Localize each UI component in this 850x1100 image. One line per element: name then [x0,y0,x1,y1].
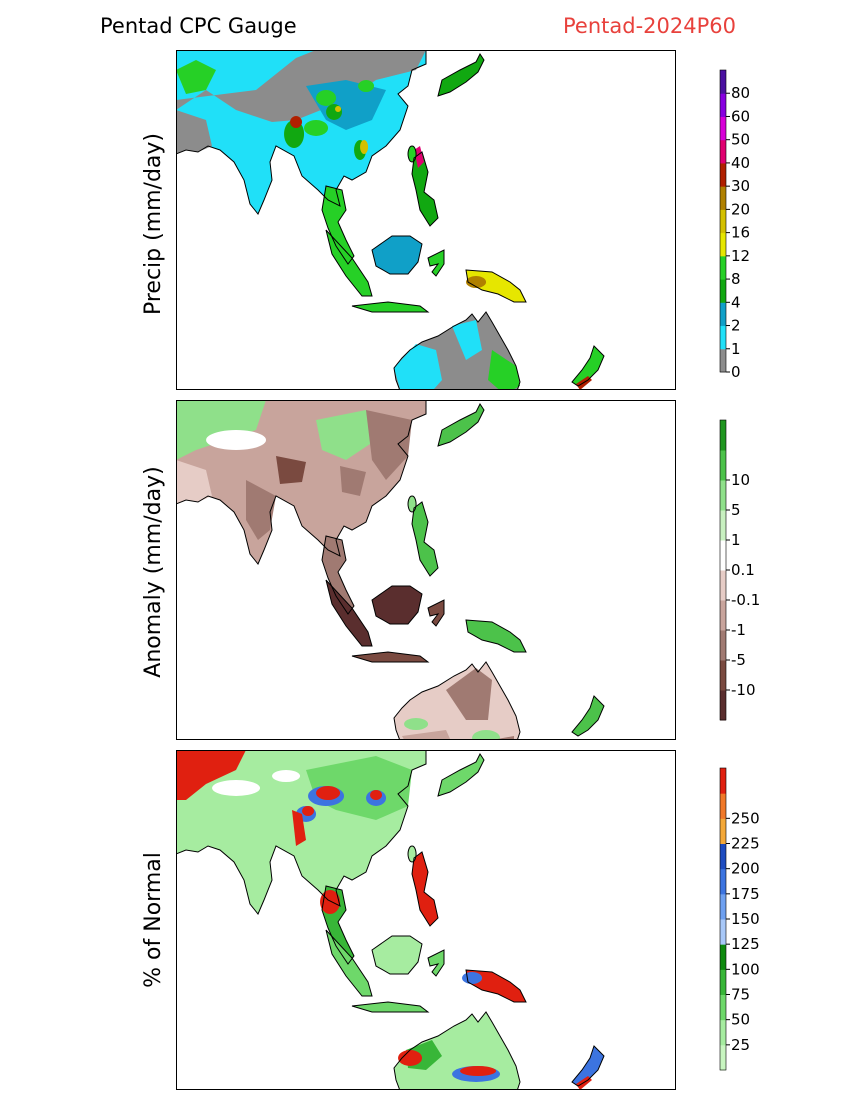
colorbar-swatch [720,420,726,451]
colorbar-tick-label: 1 [731,531,741,549]
colorbar-tick-label: -5 [731,651,746,669]
colorbar-tick-label: 20 [731,200,750,218]
panel-precip: Precip (mm/day) [141,50,750,390]
colorbar-swatch [720,630,726,661]
colorbar-swatch [720,944,726,970]
colorbar-swatch [720,919,726,945]
colorbar-tick-label: 40 [731,154,750,172]
colorbar-swatch [720,510,726,541]
colorbar-tick-label: -1 [731,621,746,639]
colorbar-swatch [720,969,726,995]
colorbar-tick-label: 10 [731,471,750,489]
colorbar-tick-label: 8 [731,270,741,288]
anomaly-fields [176,400,604,740]
colorbar-swatch [720,93,726,117]
colorbar-swatch [720,232,726,257]
colorbar-swatch [720,480,726,511]
colorbar-tick-label: 100 [731,960,760,978]
colorbar-swatch [720,994,726,1021]
figure-title-left: Pentad CPC Gauge [100,14,297,38]
colorbar-tick-label: 25 [731,1036,750,1054]
colorbar-swatch [720,818,726,844]
colorbar-tick-label: 1 [731,340,741,358]
colorbar-swatch [720,793,726,819]
colorbar-swatch [720,279,726,303]
panel-anomaly: Anomaly (mm/day) [141,400,760,740]
colorbar-tick-label: 16 [731,224,750,242]
colorbar-swatch [720,162,726,187]
colorbar-swatch [720,302,726,327]
colorbar-swatch [720,660,726,691]
colorbar-tick-label: 250 [731,809,760,827]
colorbar-tick-label: 50 [731,1011,750,1029]
colorbar-swatch [720,540,726,571]
colorbar-swatch [720,348,726,373]
panel-precip-map [176,50,676,390]
colorbar-swatch [720,450,726,481]
colorbar-tick-label: 5 [731,501,741,519]
colorbar-anomaly: -10 -5 -1 -0.1 0.1 1 5 10 [719,419,760,721]
colorbar-tick-label: 12 [731,247,750,265]
figure-title-right: Pentad-2024P60 [563,14,736,38]
colorbar-swatch [720,843,726,870]
colorbar-tick-label: -10 [731,681,756,699]
colorbar-tick-label: 60 [731,107,750,125]
colorbar-swatch [720,570,726,601]
colorbar-tick-label: 2 [731,317,741,335]
colorbar-tick-label: 50 [731,131,750,149]
colorbar-tick-label: -0.1 [731,591,760,609]
colorbar-swatch [720,325,726,350]
colorbar-swatch [720,893,726,920]
colorbar-swatch [720,116,726,141]
colorbar-tick-label: 125 [731,935,760,953]
colorbar-tick-label: 80 [731,84,750,102]
colorbar-swatch [720,255,726,280]
colorbar-tick-label: 225 [731,835,760,853]
panel-percent-normal: % of Normal [141,750,760,1090]
colorbar-tick-label: 0 [731,363,741,381]
colorbar-swatch [720,1019,726,1046]
percent-fields [176,750,604,1090]
panel-precip-ylabel: Precip (mm/day) [141,133,166,315]
precip-fields [176,50,604,390]
colorbar-frame [719,69,727,373]
colorbar-swatch [720,690,726,721]
colorbar-tick-label: 0.1 [731,561,755,579]
panel-percent-map [176,750,676,1090]
colorbar-swatch [720,600,726,631]
colorbar-swatch [720,209,726,234]
colorbar-tick-label: 30 [731,177,750,195]
colorbar-tick-label: 150 [731,910,760,928]
colorbar-swatch [720,139,726,164]
panel-anomaly-map [176,400,676,740]
colorbar-swatch [720,186,726,210]
colorbar-tick-label: 175 [731,885,760,903]
colorbar-tick-label: 4 [731,293,741,311]
colorbar-tick-label: 200 [731,860,760,878]
colorbar-swatch [720,768,726,794]
colorbar-swatch [720,1044,726,1071]
colorbar-swatch [720,868,726,895]
panel-percent-ylabel: % of Normal [141,852,166,988]
colorbar-tick-label: 75 [731,986,750,1004]
panel-anomaly-ylabel: Anomaly (mm/day) [141,466,166,677]
colorbar-percent: 25 50 75 100 125 150 175 200 225 250 [719,767,760,1071]
colorbar-swatch [720,70,726,94]
